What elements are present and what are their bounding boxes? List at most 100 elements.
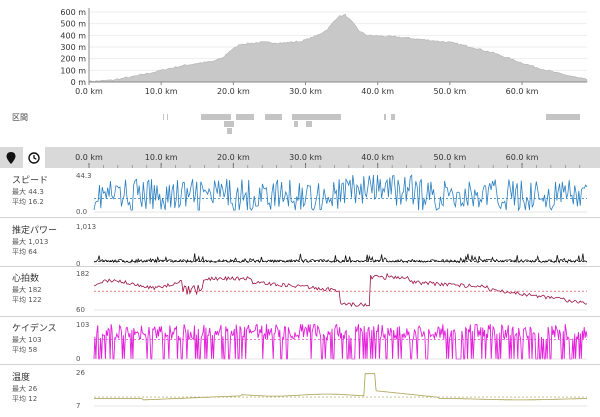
metric-avg: 平均 16.2 <box>12 197 62 207</box>
section-segment[interactable] <box>201 114 231 120</box>
metric-name: ケイデンス <box>12 324 57 334</box>
panel-separator <box>0 364 600 365</box>
metric-avg-value: 122 <box>28 296 42 304</box>
metric-max-label: 最大 <box>12 238 26 246</box>
metric-chart-hr: 182 60 <box>76 270 588 314</box>
shared-x-tick: 20.0 km <box>217 153 250 162</box>
metric-avg-value: 58 <box>28 346 38 354</box>
metric-max-value: 26 <box>28 385 38 393</box>
shared-x-tick: 10.0 km <box>145 153 178 162</box>
elevation-y-tick: 400 m <box>60 31 86 40</box>
metric-max-value: 44.3 <box>28 188 44 196</box>
shared-x-tick: 0.0 km <box>75 153 103 162</box>
section-segment[interactable] <box>546 114 580 120</box>
metric-label-speed: スピード 最大 44.3 平均 16.2 <box>0 176 62 207</box>
map-pin-icon <box>6 151 16 164</box>
metric-max-label: 最大 <box>12 188 26 196</box>
section-segment[interactable] <box>294 121 298 127</box>
metric-series-hr <box>93 272 588 308</box>
metric-label-cad: ケイデンス 最大 103 平均 58 <box>0 324 62 355</box>
shared-x-tick: 40.0 km <box>361 153 394 162</box>
elevation-y-tick: 500 m <box>60 20 86 29</box>
metric-max-value: 182 <box>28 286 42 294</box>
metric-label-power: 推定パワー 最大 1,013 平均 64 <box>0 226 62 257</box>
metric-name: 推定パワー <box>12 226 58 236</box>
section-segment[interactable] <box>265 114 282 120</box>
section-segment[interactable] <box>391 114 395 120</box>
elevation-x-tick: 20.0 km <box>217 87 250 96</box>
section-segment[interactable] <box>163 114 164 120</box>
metric-avg-label: 平均 <box>12 346 26 354</box>
elevation-chart: 600 m 500 m 400 m 300 m 200 m 100 m 0 m 0.0 km 1… <box>0 0 600 100</box>
section-segment[interactable] <box>306 121 312 127</box>
shared-x-tick: 50.0 km <box>433 153 466 162</box>
metric-y-max: 26 <box>76 369 85 377</box>
elevation-y-tick: 600 m <box>60 8 86 17</box>
metric-chart-temp: 26 7 <box>76 369 587 410</box>
elevation-x-tick: 50.0 km <box>433 87 466 96</box>
metric-max-label: 最大 <box>12 385 26 393</box>
elevation-y-tick: 100 m <box>60 66 86 75</box>
metric-series-power <box>93 253 588 264</box>
metric-y-min: 0 <box>76 260 80 268</box>
metric-avg-label: 平均 <box>12 248 26 256</box>
metric-avg-value: 16.2 <box>28 198 44 206</box>
metric-y-min: 7 <box>76 402 80 410</box>
section-segment[interactable] <box>384 114 386 120</box>
metric-series-cad <box>93 323 588 360</box>
shared-distance-axis: 0.0 km 10.0 km 20.0 km 30.0 km 40.0 km 50.0 k… <box>75 153 581 168</box>
tab-map-pin[interactable] <box>0 147 22 168</box>
shared-x-tick: 60.0 km <box>506 153 539 162</box>
metric-label-temp: 温度 最大 26 平均 12 <box>0 373 62 404</box>
metric-y-max: 103 <box>76 321 89 329</box>
section-segment[interactable] <box>227 128 232 134</box>
metric-max-label: 最大 <box>12 336 26 344</box>
metric-max: 最大 44.3 <box>12 187 62 197</box>
section-segment[interactable] <box>236 114 254 120</box>
elevation-y-tick: 300 m <box>60 43 86 52</box>
section-segment[interactable] <box>296 114 341 120</box>
elevation-x-tick: 40.0 km <box>361 87 394 96</box>
metric-y-max: 1,013 <box>76 223 96 231</box>
metric-max: 最大 26 <box>12 384 62 394</box>
metric-avg-value: 12 <box>28 395 38 403</box>
metric-series-speed <box>93 174 588 212</box>
elevation-x-tick: 60.0 km <box>506 87 539 96</box>
metric-avg: 平均 12 <box>12 394 62 404</box>
panel-separator <box>0 316 600 317</box>
metric-series-temp <box>94 373 587 401</box>
section-segment[interactable] <box>167 114 168 120</box>
metric-avg-value: 64 <box>28 248 38 256</box>
metric-avg: 平均 122 <box>12 295 62 305</box>
metric-avg: 平均 58 <box>12 345 62 355</box>
metric-max-label: 最大 <box>12 286 26 294</box>
elevation-y-tick: 0 m <box>71 78 87 87</box>
metric-max: 最大 182 <box>12 285 62 295</box>
metric-label-hr: 心拍数 最大 182 平均 122 <box>0 274 62 305</box>
metric-y-min: 0 <box>76 355 80 363</box>
metric-y-max: 182 <box>76 270 89 278</box>
tab-clock[interactable] <box>23 147 45 168</box>
elevation-chart-svg: 600 m 500 m 400 m 300 m 200 m 100 m 0 m0.0 km 1… <box>60 8 588 96</box>
metric-max: 最大 1,013 <box>12 237 62 247</box>
metric-avg-label: 平均 <box>12 198 26 206</box>
metric-chart-power: 1,013 0 <box>76 223 588 268</box>
section-segment[interactable] <box>224 121 234 127</box>
metric-name: 温度 <box>12 373 31 383</box>
metric-y-max: 44.3 <box>76 172 92 180</box>
metric-chart-speed: 44.3 0.0 <box>76 172 588 216</box>
metric-max-value: 103 <box>28 336 42 344</box>
sections-label: 区間 <box>12 113 28 122</box>
metric-avg: 平均 64 <box>12 247 62 257</box>
metric-avg-label: 平均 <box>12 296 26 304</box>
elevation-x-tick: 10.0 km <box>145 87 178 96</box>
metric-max-value: 1,013 <box>28 238 49 246</box>
metric-name: スピード <box>12 176 49 186</box>
elevation-area <box>88 13 588 83</box>
elevation-x-tick: 0.0 km <box>75 87 103 96</box>
chart-tab-bar: 0.0 km 10.0 km 20.0 km 30.0 km 40.0 km 50.0 k… <box>0 147 600 168</box>
metric-chart-cad: 103 0 <box>76 321 588 363</box>
section-segment[interactable] <box>292 114 296 120</box>
metric-max: 最大 103 <box>12 335 62 345</box>
